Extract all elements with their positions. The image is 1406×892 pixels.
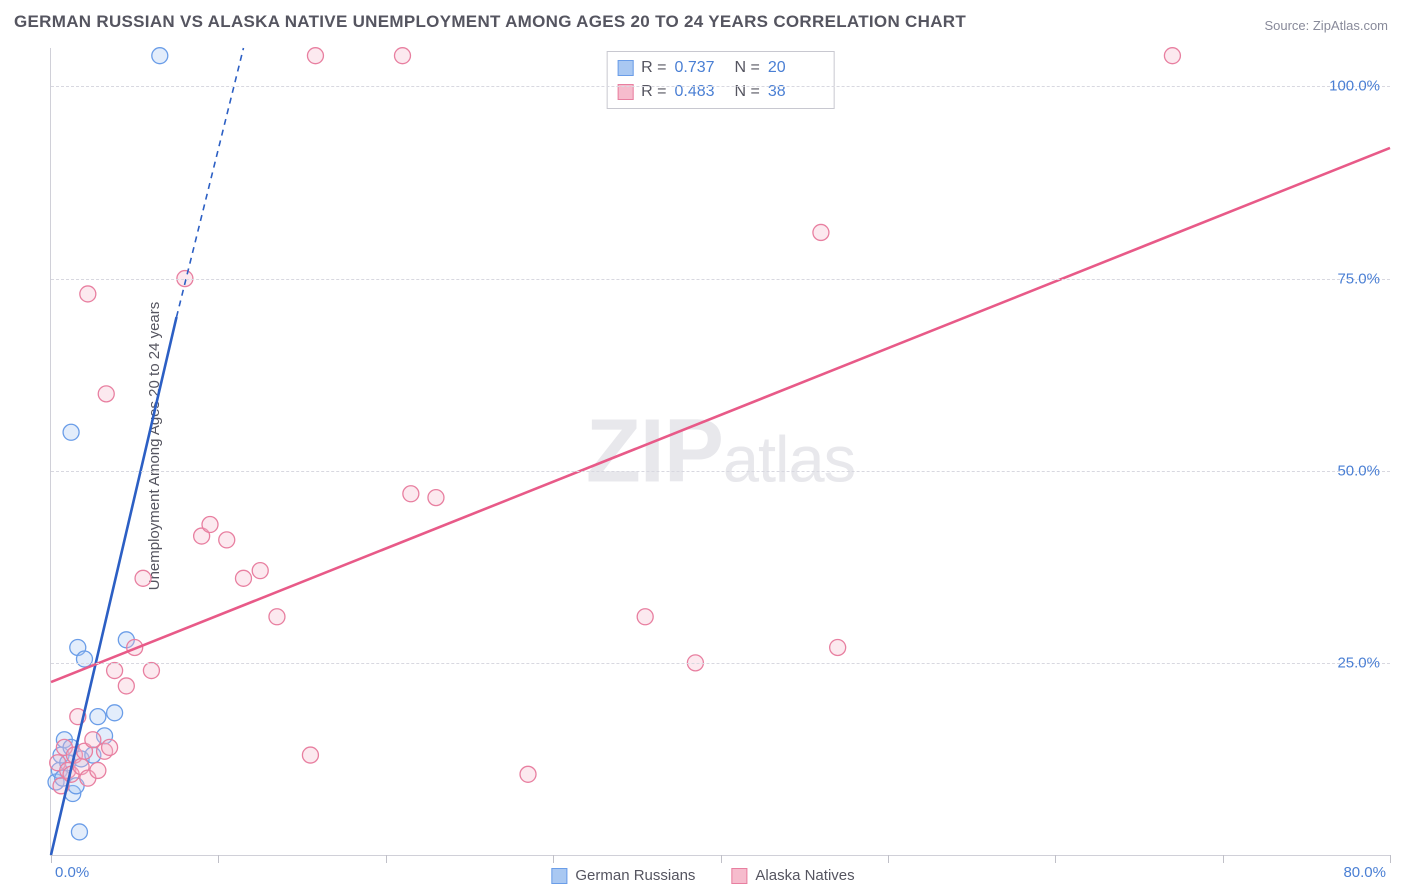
scatter-point <box>143 663 159 679</box>
xtick <box>553 855 554 863</box>
xtick <box>721 855 722 863</box>
scatter-point <box>102 739 118 755</box>
scatter-point <box>1164 48 1180 64</box>
scatter-point <box>63 424 79 440</box>
scatter-point <box>90 709 106 725</box>
ytick-label: 100.0% <box>1329 78 1380 95</box>
ytick-label: 25.0% <box>1337 654 1380 671</box>
trend-line-series2 <box>51 148 1390 682</box>
stat-n-label: N = <box>735 56 760 80</box>
swatch-series1 <box>617 60 633 76</box>
xtick <box>51 855 52 863</box>
scatter-point <box>269 609 285 625</box>
scatter-point <box>152 48 168 64</box>
xtick <box>1223 855 1224 863</box>
stat-r-value-1: 0.737 <box>675 56 727 80</box>
scatter-point <box>90 762 106 778</box>
ytick-label: 50.0% <box>1337 462 1380 479</box>
scatter-point <box>118 678 134 694</box>
scatter-point <box>107 705 123 721</box>
legend-label-1: German Russians <box>575 867 695 884</box>
stat-r-value-2: 0.483 <box>675 80 727 104</box>
xtick-label-max: 80.0% <box>1343 864 1386 881</box>
scatter-point <box>76 651 92 667</box>
stats-row-series1: R = 0.737 N = 20 <box>617 56 820 80</box>
legend-bottom: German Russians Alaska Natives <box>551 867 854 884</box>
scatter-point <box>252 563 268 579</box>
gridline-h <box>51 279 1390 280</box>
scatter-point <box>202 517 218 533</box>
scatter-point <box>403 486 419 502</box>
scatter-point <box>394 48 410 64</box>
scatter-point <box>235 570 251 586</box>
source-attribution: Source: ZipAtlas.com <box>1264 18 1388 33</box>
scatter-point <box>428 490 444 506</box>
stats-legend-box: R = 0.737 N = 20 R = 0.483 N = 38 <box>606 51 835 109</box>
swatch-series2-bottom <box>731 868 747 884</box>
chart-title: GERMAN RUSSIAN VS ALASKA NATIVE UNEMPLOY… <box>14 12 966 32</box>
legend-item-series2: Alaska Natives <box>731 867 854 884</box>
xtick <box>888 855 889 863</box>
gridline-h <box>51 471 1390 472</box>
gridline-h <box>51 663 1390 664</box>
stat-n-label: N = <box>735 80 760 104</box>
stat-n-value-2: 38 <box>768 80 820 104</box>
chart-svg <box>51 48 1390 855</box>
scatter-point <box>107 663 123 679</box>
xtick <box>1390 855 1391 863</box>
legend-label-2: Alaska Natives <box>755 867 854 884</box>
scatter-point <box>813 224 829 240</box>
gridline-h <box>51 86 1390 87</box>
xtick <box>1055 855 1056 863</box>
xtick <box>386 855 387 863</box>
stat-r-label: R = <box>641 80 666 104</box>
swatch-series1-bottom <box>551 868 567 884</box>
scatter-point <box>302 747 318 763</box>
scatter-point <box>135 570 151 586</box>
scatter-point <box>80 286 96 302</box>
scatter-point <box>637 609 653 625</box>
stat-n-value-1: 20 <box>768 56 820 80</box>
stat-r-label: R = <box>641 56 666 80</box>
chart-plot-area: ZIPatlas R = 0.737 N = 20 R = 0.483 N = … <box>50 48 1390 856</box>
scatter-point <box>830 639 846 655</box>
ytick-label: 75.0% <box>1337 270 1380 287</box>
stats-row-series2: R = 0.483 N = 38 <box>617 80 820 104</box>
legend-item-series1: German Russians <box>551 867 695 884</box>
scatter-point <box>219 532 235 548</box>
xtick <box>218 855 219 863</box>
xtick-label-min: 0.0% <box>55 864 89 881</box>
scatter-point <box>98 386 114 402</box>
scatter-point <box>307 48 323 64</box>
scatter-point <box>520 766 536 782</box>
scatter-point <box>71 824 87 840</box>
